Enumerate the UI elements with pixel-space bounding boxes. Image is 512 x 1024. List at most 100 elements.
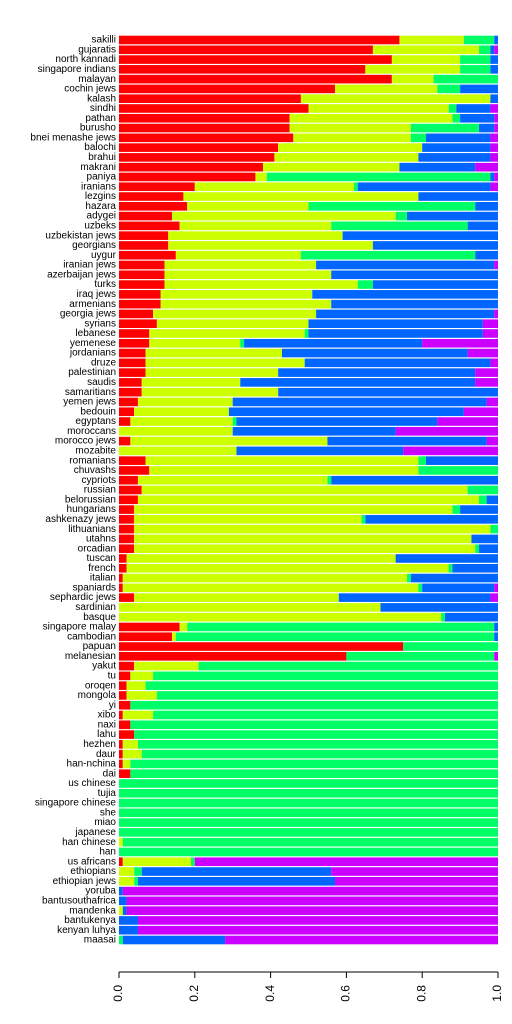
bar-segment	[425, 133, 491, 143]
bar-segment	[407, 211, 498, 221]
bar-segment	[486, 397, 498, 407]
category-label: yemenese	[70, 338, 117, 349]
category-label: hazara	[85, 201, 116, 212]
bar-segment	[130, 769, 498, 778]
bar-segment	[494, 35, 498, 45]
bar-segment	[119, 877, 135, 886]
category-label: oroqen	[85, 680, 116, 691]
bar-segment	[391, 74, 434, 84]
bar-segment	[119, 847, 498, 857]
bar-segment	[490, 143, 498, 152]
category-label: iraq jews	[77, 289, 116, 300]
bar-segment	[399, 35, 464, 45]
bar-segment	[119, 172, 256, 182]
bar-segment	[175, 632, 495, 642]
bar-segment	[134, 505, 453, 514]
bar-segment	[119, 45, 373, 55]
bar-segment	[119, 436, 131, 446]
bar-segment	[153, 710, 499, 720]
bar-segment	[225, 935, 498, 945]
bar-segment	[145, 368, 279, 377]
bar-segment	[448, 563, 453, 573]
bar-segment	[153, 309, 317, 319]
category-label: turks	[94, 279, 116, 290]
bar-segment	[482, 319, 498, 328]
x-tick-label: 1.0	[490, 985, 504, 1002]
bar-segment	[331, 299, 498, 309]
category-label: druze	[91, 357, 116, 368]
bar-segment	[304, 329, 309, 338]
bar-segment	[119, 935, 123, 945]
bar-segment	[119, 593, 135, 602]
bar-segment	[490, 65, 498, 74]
bar-segment	[134, 407, 229, 417]
category-label: ethiopians	[70, 866, 116, 877]
bar-segment	[156, 319, 309, 328]
bar-segment	[119, 779, 498, 788]
bar-segment	[119, 563, 127, 573]
category-label: tuscan	[87, 553, 116, 564]
bar-segment	[331, 270, 498, 280]
category-label: dai	[103, 768, 116, 779]
bar-segment	[119, 397, 138, 407]
category-label: japanese	[74, 827, 116, 838]
bar-segment	[463, 35, 495, 45]
category-label: hungarians	[67, 504, 116, 515]
bar-segment	[119, 231, 169, 240]
bar-segment	[179, 221, 332, 231]
bar-segment	[494, 45, 498, 55]
x-tick-label: 0.2	[187, 985, 201, 1002]
bar-segment	[410, 573, 498, 583]
bar-segment	[403, 446, 498, 456]
bar-segment	[119, 485, 142, 495]
bar-segment	[126, 563, 449, 573]
bar-segment	[130, 671, 154, 681]
bar-segment	[168, 231, 343, 240]
bar-segment	[475, 250, 498, 260]
bar-segment	[122, 906, 127, 915]
bar-segment	[122, 573, 408, 583]
category-label: makrani	[80, 162, 116, 173]
category-label: romanians	[69, 455, 116, 466]
bar-segment	[122, 935, 226, 945]
bar-segment	[119, 534, 135, 544]
category-label: bantusouthafrica	[42, 896, 116, 907]
bar-segment	[410, 133, 426, 143]
bar-segment	[494, 583, 498, 593]
bar-segment	[119, 270, 165, 280]
bar-segment	[149, 466, 419, 475]
bar-segment	[119, 309, 154, 319]
bar-segment	[119, 818, 498, 827]
bar-segment	[183, 192, 419, 201]
category-label: us africans	[68, 856, 116, 867]
bar-segment	[490, 45, 495, 55]
bar-segment	[119, 681, 127, 690]
category-label: she	[100, 807, 117, 818]
bar-segment	[122, 759, 131, 769]
bar-segment	[422, 338, 498, 348]
bar-segment	[187, 622, 495, 632]
bar-segment	[119, 632, 173, 642]
bar-segment	[119, 113, 290, 123]
bar-segment	[327, 475, 332, 485]
bar-segment	[119, 290, 161, 299]
category-label: belorussian	[65, 494, 116, 505]
bar-segment	[380, 603, 498, 612]
bar-segment	[119, 221, 180, 231]
category-label: han-nchina	[67, 759, 117, 770]
bar-segment	[119, 622, 180, 632]
bar-segment	[119, 65, 366, 74]
category-label: palestinian	[68, 367, 116, 378]
bar-segment	[134, 524, 491, 534]
bar-segment	[494, 309, 498, 319]
bar-segment	[119, 466, 150, 475]
bar-segment	[137, 475, 328, 485]
bar-segment	[357, 182, 491, 192]
bar-segment	[452, 505, 461, 514]
bar-segment	[119, 642, 404, 651]
bar-segment	[304, 358, 491, 368]
category-label: utahns	[86, 534, 116, 545]
bar-segment	[122, 837, 498, 847]
bar-segment	[164, 260, 317, 270]
category-label: kalash	[87, 93, 116, 104]
